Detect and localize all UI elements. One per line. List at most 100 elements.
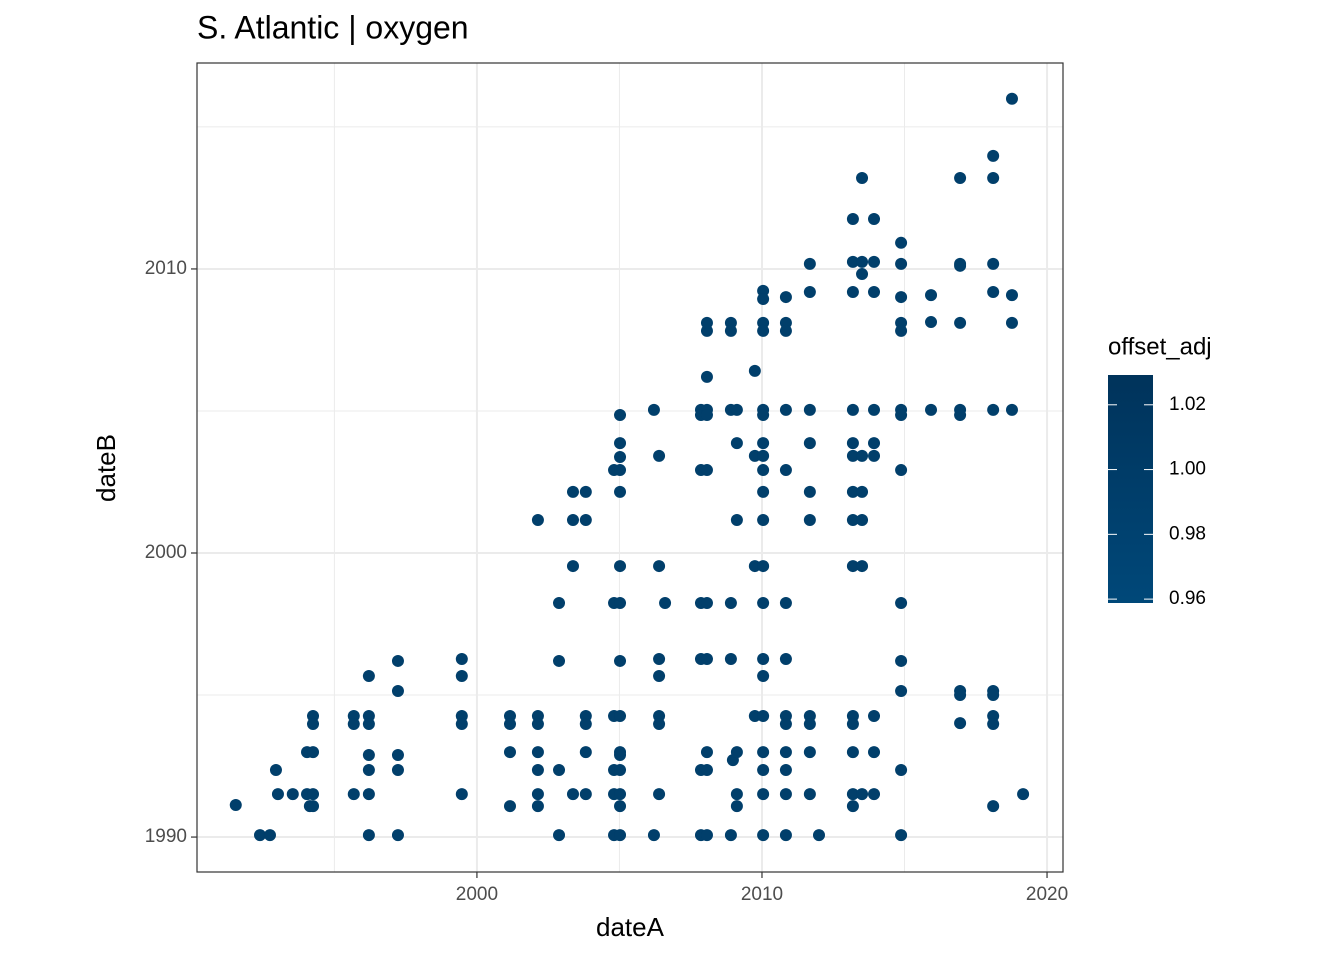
point <box>757 829 770 842</box>
point <box>391 748 404 761</box>
point <box>757 449 770 462</box>
point <box>846 746 859 759</box>
point <box>846 255 859 268</box>
point <box>987 257 1000 270</box>
point <box>757 746 770 759</box>
point <box>779 788 792 801</box>
point <box>700 316 713 329</box>
plot-panel <box>197 63 1063 872</box>
point <box>846 514 859 527</box>
point <box>362 764 375 777</box>
point <box>748 710 761 723</box>
point <box>868 788 881 801</box>
point <box>730 437 743 450</box>
point <box>987 172 1000 185</box>
point <box>803 788 816 801</box>
point <box>253 829 266 842</box>
point <box>700 408 713 421</box>
point <box>730 746 743 759</box>
point <box>271 788 284 801</box>
point <box>757 284 770 297</box>
point <box>614 829 627 842</box>
point <box>1017 788 1030 801</box>
point <box>757 788 770 801</box>
point <box>307 746 320 759</box>
point <box>579 746 592 759</box>
point <box>579 485 592 498</box>
point <box>846 212 859 225</box>
point <box>757 464 770 477</box>
point <box>779 829 792 842</box>
point <box>803 718 816 731</box>
x-axis-label: dateA <box>596 912 665 942</box>
point <box>757 324 770 337</box>
point <box>748 560 761 573</box>
y-axis-label: dateB <box>91 434 121 502</box>
point <box>757 485 770 498</box>
point <box>362 669 375 682</box>
point <box>856 560 869 573</box>
point <box>347 788 360 801</box>
point <box>846 788 859 801</box>
point <box>779 464 792 477</box>
point <box>856 172 869 185</box>
point <box>868 255 881 268</box>
point <box>868 710 881 723</box>
point <box>757 652 770 665</box>
point <box>779 764 792 777</box>
point <box>391 829 404 842</box>
point <box>846 403 859 416</box>
point <box>614 710 627 723</box>
point <box>895 408 908 421</box>
point <box>614 485 627 498</box>
point <box>531 764 544 777</box>
chart-title: S. Atlantic | oxygen <box>197 9 469 45</box>
point <box>954 259 967 272</box>
point <box>614 764 627 777</box>
point <box>779 718 792 731</box>
point <box>553 654 566 667</box>
point <box>1005 92 1018 105</box>
point <box>700 596 713 609</box>
point <box>391 685 404 698</box>
point <box>391 764 404 777</box>
point <box>307 788 320 801</box>
point <box>895 464 908 477</box>
point <box>757 437 770 450</box>
point <box>653 652 666 665</box>
point <box>856 788 869 801</box>
point <box>856 255 869 268</box>
legend-label: 1.00 <box>1169 459 1206 480</box>
point <box>748 364 761 377</box>
point <box>748 449 761 462</box>
point <box>503 800 516 813</box>
point <box>846 560 859 573</box>
point <box>455 652 468 665</box>
point <box>856 449 869 462</box>
point <box>614 464 627 477</box>
point <box>846 285 859 298</box>
point <box>647 829 660 842</box>
point <box>954 316 967 329</box>
point <box>757 560 770 573</box>
point <box>614 788 627 801</box>
point <box>868 449 881 462</box>
point <box>566 788 579 801</box>
point <box>895 291 908 304</box>
x-tick-label: 2010 <box>741 884 783 905</box>
point <box>269 764 282 777</box>
y-tick-label: 2000 <box>145 542 187 563</box>
point <box>987 149 1000 162</box>
point <box>895 829 908 842</box>
point <box>757 293 770 306</box>
point <box>307 800 320 813</box>
point <box>954 689 967 702</box>
point <box>531 800 544 813</box>
x-tick-label: 2020 <box>1026 884 1068 905</box>
point <box>757 596 770 609</box>
point <box>614 450 627 463</box>
point <box>803 485 816 498</box>
y-tick-label: 1990 <box>145 826 187 847</box>
point <box>803 514 816 527</box>
